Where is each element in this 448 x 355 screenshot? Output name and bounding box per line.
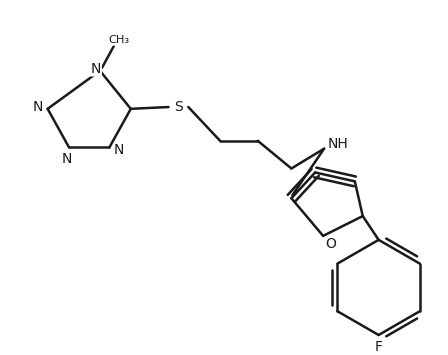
Text: S: S	[174, 100, 183, 114]
Text: CH₃: CH₃	[108, 35, 129, 45]
Text: NH: NH	[327, 137, 349, 151]
Text: N: N	[114, 143, 125, 157]
Text: F: F	[375, 340, 383, 354]
Text: O: O	[326, 237, 336, 251]
Text: N: N	[91, 62, 101, 76]
Text: N: N	[33, 100, 43, 114]
Text: N: N	[62, 152, 72, 166]
